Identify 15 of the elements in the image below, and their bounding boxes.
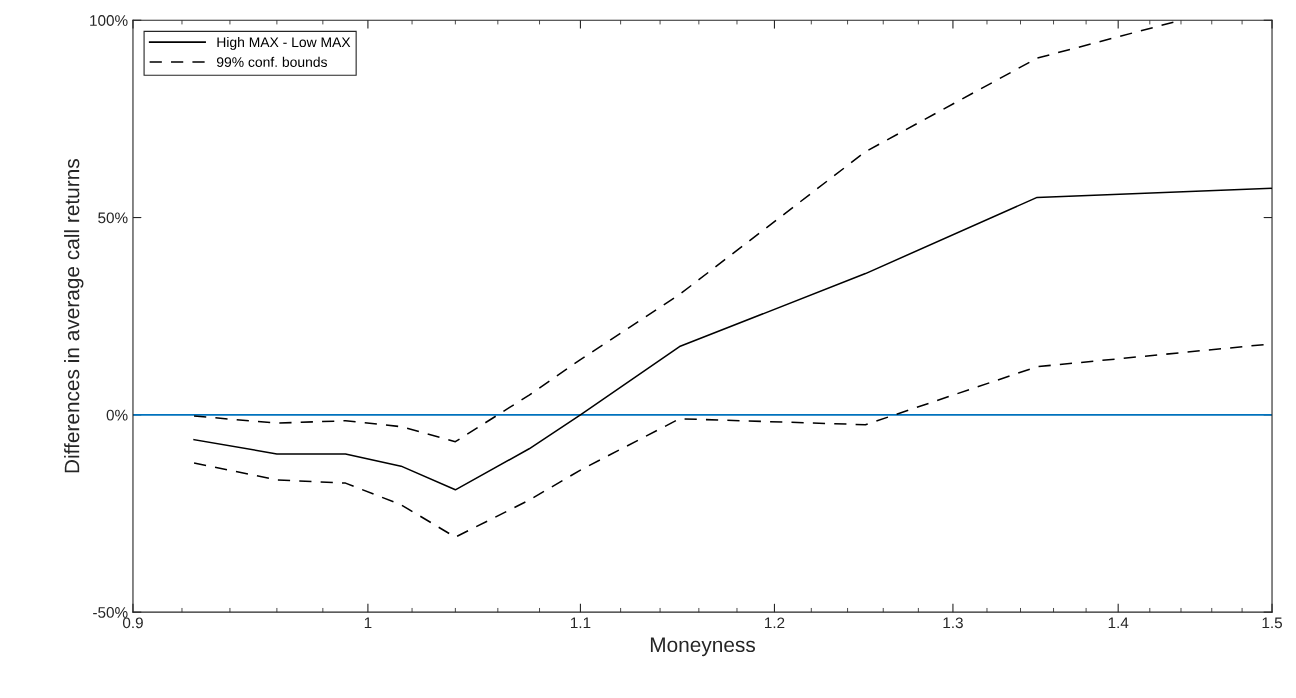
- x-tick-label: 1.5: [1262, 617, 1282, 629]
- x-tick-label: 1.2: [765, 617, 785, 629]
- y-tick-label: 100%: [90, 15, 128, 26]
- x-tick-label: 1: [364, 617, 372, 629]
- y-tick-label: 0%: [106, 409, 128, 421]
- x-axis-title: Moneyness: [650, 637, 756, 657]
- y-tick-label: 50%: [98, 212, 128, 224]
- x-tick-label: 1.3: [943, 617, 963, 629]
- y-tick-label: -50%: [93, 607, 128, 618]
- x-tick-label: 1.1: [570, 617, 591, 629]
- legend-label: High MAX - Low MAX: [217, 36, 351, 50]
- legend-label: 99% conf. bounds: [216, 56, 327, 67]
- x-tick-label: 1.4: [1108, 617, 1129, 629]
- y-axis-title: Differences in average call returns: [64, 159, 84, 473]
- x-tick-label: 0.9: [122, 617, 143, 629]
